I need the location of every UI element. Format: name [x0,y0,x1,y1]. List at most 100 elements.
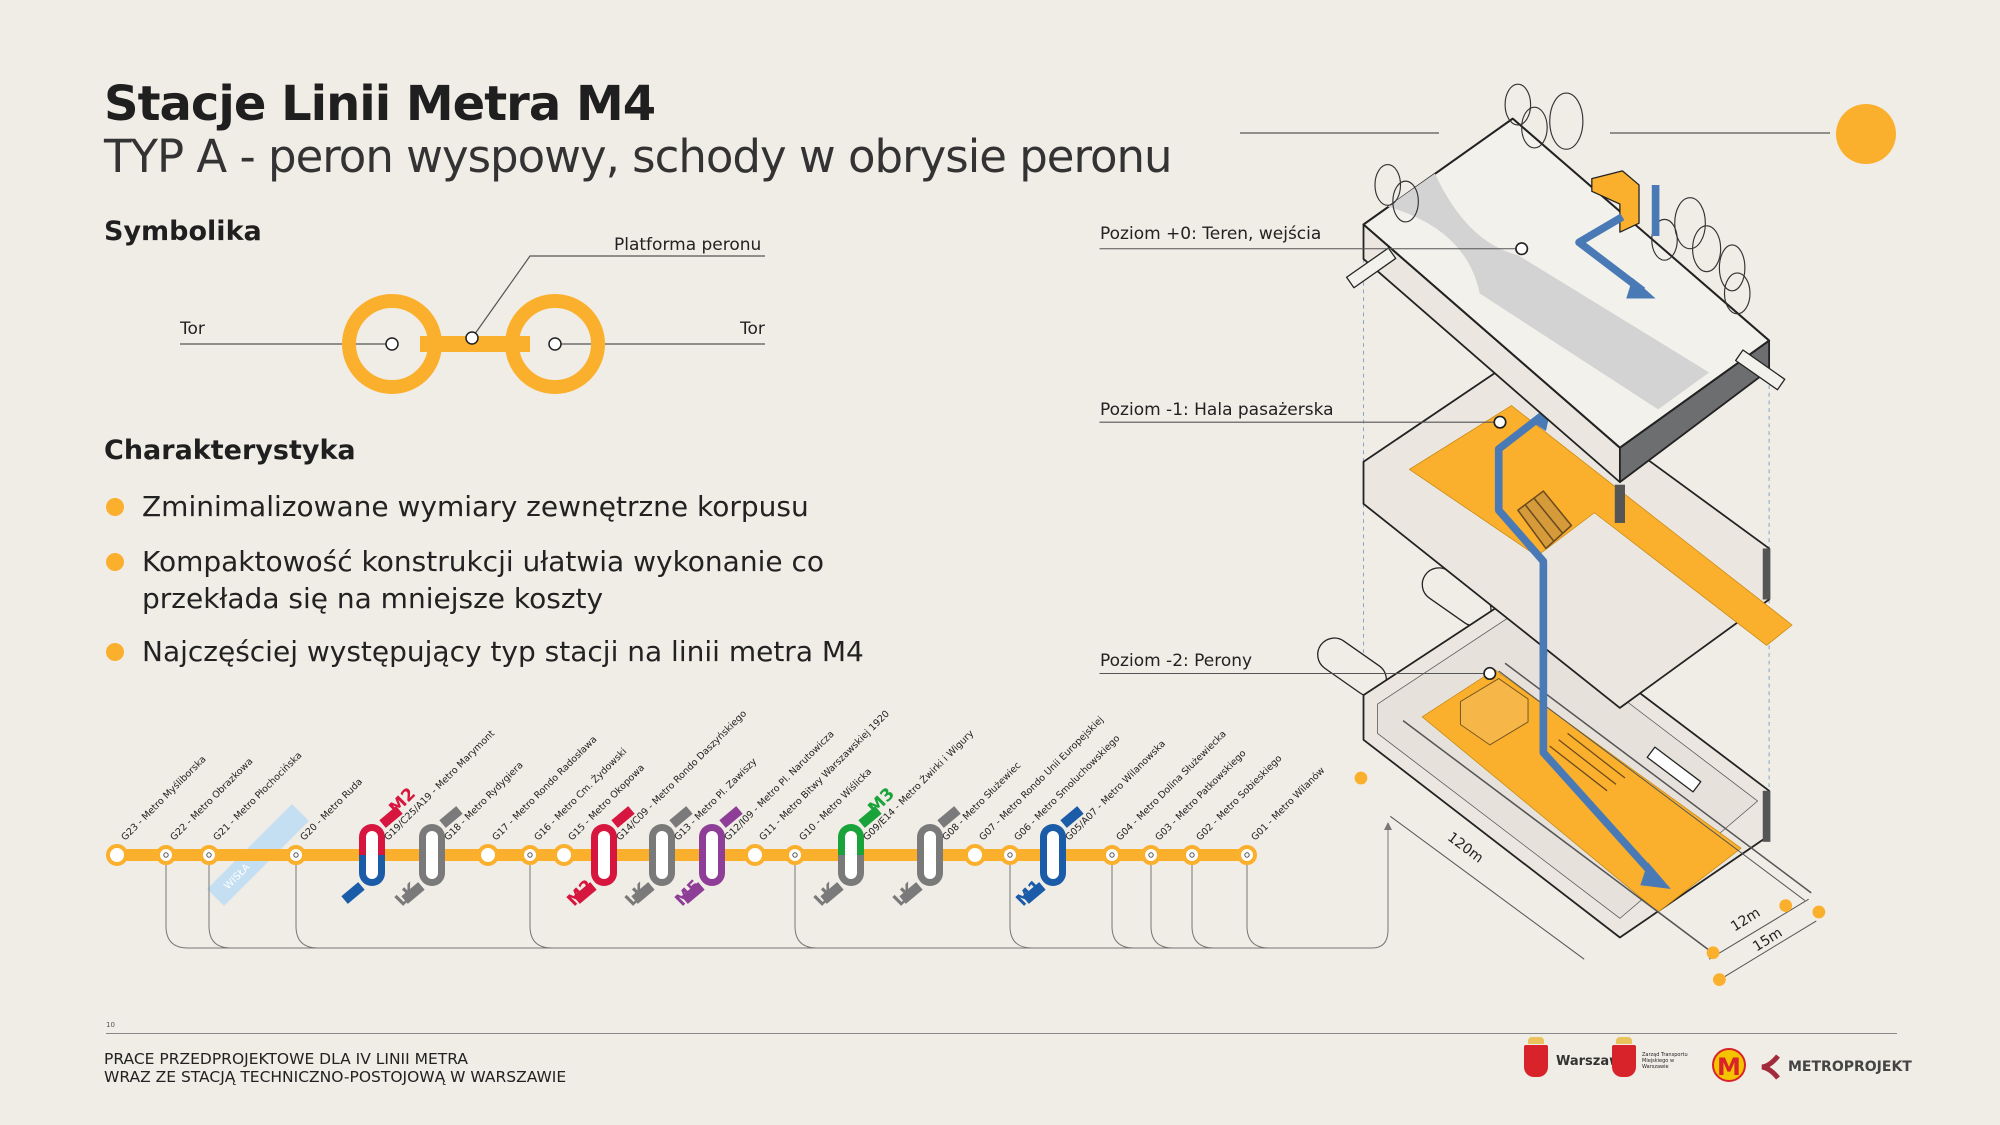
station-label: G05/A07 - Metro Wilanowska [1063,738,1168,843]
transfer-bar [401,882,425,904]
connector-line [208,855,232,949]
station-marker [106,844,128,866]
station-marker [1182,845,1202,865]
interchange-marker [656,831,668,879]
connector-line [1150,855,1174,949]
station-dot [1148,852,1154,858]
line-label: M2 [563,876,597,910]
station-dot [527,852,533,858]
charakterystyka-heading: Charakterystyka [104,435,356,466]
transfer-bar [937,806,961,828]
page-title: Stacje Linii Metra M4 [104,76,656,132]
bullet-item: Kompaktowość konstrukcji ułatwia wykonan… [106,543,826,617]
transfer-bar [379,806,403,828]
transfer-bar [1060,806,1084,828]
interchange-marker [1047,831,1059,879]
station-dot [293,852,299,858]
logo-warszawa-text: Warszawa [1556,1053,1630,1069]
connector-line [1246,855,1270,949]
footer-text: PRACE PRZEDPROJEKTOWE DLA IV LINII METRA… [104,1050,566,1086]
track-left-label: Tor [180,319,205,339]
coat-of-arms-icon [1524,1037,1548,1077]
station-marker [156,845,176,865]
station-dot [1244,852,1250,858]
coat-of-arms-icon [1612,1037,1636,1077]
connector-line [1371,825,1389,949]
metro-logo: M [1712,1048,1746,1082]
transfer-bar [669,806,693,828]
symbolika-heading: Symbolika [104,216,262,247]
station-label: G22 - Metro Obrazkowa [168,756,255,843]
footer-divider [106,1033,1897,1034]
transfer-bar [681,882,705,904]
station-label: G23 - Metro Myśliborska [119,754,208,843]
interchange-marker [598,831,610,879]
track-right-label: Tor [740,319,765,339]
platform-label: Platforma peronu [614,235,762,255]
connector-line [529,855,553,949]
station-dot [1109,852,1115,858]
level-platform [1317,567,1812,951]
line-label: M1 [1012,876,1046,910]
transfer-bar [858,806,882,828]
station-marker [520,845,540,865]
bullet-dot [106,498,124,516]
station-dot [792,852,798,858]
station-marker [1000,845,1020,865]
page-number: 10 [106,1021,115,1029]
station-marker [1237,845,1257,865]
interchange-marker [924,831,936,879]
station-marker [286,845,306,865]
station-dot [206,852,212,858]
interchange-marker [706,831,718,879]
connector-line [1191,855,1215,949]
line-label: M5 [671,876,705,910]
station-marker [785,845,805,865]
level-ground [1345,83,1786,484]
level-0-label: Poziom +0: Teren, wejścia [1100,224,1322,244]
bullet-dot [106,553,124,571]
arrow-up-icon [1384,822,1392,830]
transfer-bar [820,882,844,904]
bullet-item: Zminimalizowane wymiary zewnętrzne korpu… [106,488,866,525]
transfer-bar [1022,882,1046,904]
interchange-marker [845,831,857,879]
transfer-bar [611,806,635,828]
interchange-marker [426,831,438,879]
logo-metroprojekt-text: METROPROJEKT [1788,1059,1912,1075]
bullet-text: Najczęściej występujący typ stacji na li… [142,635,864,668]
station-label: G19/C25/A19 - Metro Marymont [382,728,497,843]
transfer-bar [573,882,597,904]
transfer-bar [631,882,655,904]
connector-line [1009,855,1033,949]
bullet-text: Zminimalizowane wymiary zewnętrzne korpu… [142,490,809,523]
station-marker [1141,845,1161,865]
bullet-text: Kompaktowość konstrukcji ułatwia wykonan… [142,545,825,615]
accent-circle [1836,104,1896,164]
metroprojekt-icon [1761,1054,1780,1080]
page-subtitle: TYP A - peron wyspowy, schody w obrysie … [104,130,1173,183]
level-1-label: Poziom -1: Hala pasażerska [1100,400,1334,420]
transfer-bar [719,806,743,828]
level-2-label: Poziom -2: Perony [1100,651,1253,671]
station-dot [1189,852,1195,858]
connector-line [295,855,319,949]
connector-line [1111,855,1135,949]
station-dot [1007,852,1013,858]
logo-ztm-text: Zarząd Transportu Miejskiego w Warszawie [1642,1052,1688,1070]
bullet-dot [106,643,124,661]
station-marker [199,845,219,865]
transfer-bar [341,882,365,904]
station-marker [744,844,766,866]
logo-ztm: Zarząd Transportu Miejskiego w Warszawie [1612,1037,1698,1077]
station-marker [553,844,575,866]
footer-line: WRAZ ZE STACJĄ TECHNICZNO-POSTOJOWĄ W WA… [104,1068,567,1086]
connector-line [165,855,189,949]
logo-metroprojekt: METROPROJEKT [1760,1054,1912,1080]
logo-warszawa: Warszawa [1524,1037,1630,1077]
transfer-bar [899,882,923,904]
footer-line: PRACE PRZEDPROJEKTOWE DLA IV LINII METRA [104,1050,468,1068]
transfer-bar [439,806,463,828]
